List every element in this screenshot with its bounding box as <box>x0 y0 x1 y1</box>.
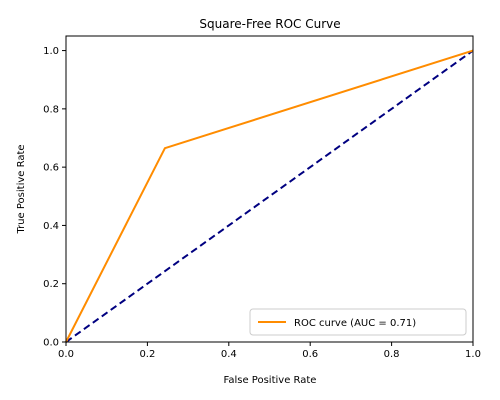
y-tick-label: 0.0 <box>43 338 59 349</box>
x-axis: 0.0 0.2 0.4 0.6 0.8 1.0 <box>58 342 481 360</box>
x-tick-label: 0.0 <box>58 349 74 360</box>
x-tick-label: 1.0 <box>465 349 481 360</box>
roc-curve-line <box>65 49 474 343</box>
chance-diagonal-line <box>65 49 474 343</box>
x-tick-label: 0.4 <box>221 349 237 360</box>
y-tick-label: 0.8 <box>43 104 59 115</box>
y-tick-label: 0.4 <box>43 221 59 232</box>
legend: ROC curve (AUC = 0.71) <box>249 308 467 336</box>
y-tick-label: 1.0 <box>43 46 59 57</box>
y-axis-label: True Positive Rate <box>16 144 27 234</box>
legend-label: ROC curve (AUC = 0.71) <box>294 318 416 329</box>
x-tick-label: 0.8 <box>384 349 400 360</box>
plot-area <box>65 49 474 343</box>
chart-title: Square-Free ROC Curve <box>199 17 340 31</box>
axes-frame <box>65 35 474 343</box>
x-tick-label: 0.2 <box>139 349 155 360</box>
y-tick-label: 0.2 <box>43 279 59 290</box>
x-tick-label: 0.6 <box>302 349 318 360</box>
y-axis: 0.0 0.2 0.4 0.6 0.8 1.0 <box>43 46 66 349</box>
legend-box <box>249 308 467 336</box>
y-tick-label: 0.6 <box>43 163 59 174</box>
x-axis-label: False Positive Rate <box>224 375 317 386</box>
